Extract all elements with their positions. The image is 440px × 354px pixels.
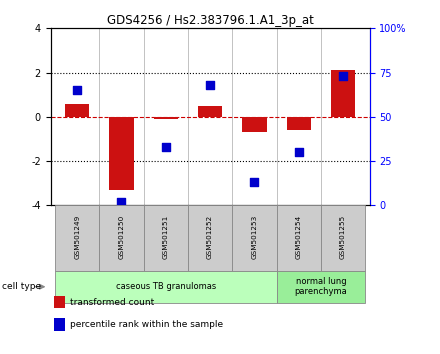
Bar — [54, 296, 65, 308]
Point — [295, 149, 302, 155]
Text: GSM501253: GSM501253 — [251, 215, 257, 259]
Point — [207, 82, 214, 88]
Text: GSM501252: GSM501252 — [207, 215, 213, 259]
Point — [340, 73, 347, 79]
Point — [73, 87, 81, 93]
Point — [118, 199, 125, 205]
FancyBboxPatch shape — [277, 271, 365, 303]
Bar — [198, 106, 222, 117]
Bar — [286, 117, 311, 130]
Text: normal lung
parenchyma: normal lung parenchyma — [294, 277, 347, 296]
Text: caseous TB granulomas: caseous TB granulomas — [116, 282, 216, 291]
Bar — [109, 117, 134, 190]
Text: GSM501254: GSM501254 — [296, 215, 302, 259]
Text: GSM501255: GSM501255 — [340, 215, 346, 259]
Bar — [65, 104, 89, 117]
Text: cell type: cell type — [2, 282, 41, 291]
Text: GSM501251: GSM501251 — [163, 215, 169, 259]
FancyBboxPatch shape — [99, 205, 143, 271]
Bar — [242, 117, 267, 132]
Bar — [331, 70, 355, 117]
FancyBboxPatch shape — [55, 271, 277, 303]
FancyBboxPatch shape — [55, 205, 99, 271]
FancyBboxPatch shape — [277, 205, 321, 271]
Text: GSM501249: GSM501249 — [74, 215, 80, 259]
Text: percentile rank within the sample: percentile rank within the sample — [70, 320, 223, 329]
Point — [162, 144, 169, 150]
FancyBboxPatch shape — [188, 205, 232, 271]
Text: transformed count: transformed count — [70, 298, 154, 307]
Title: GDS4256 / Hs2.383796.1.A1_3p_at: GDS4256 / Hs2.383796.1.A1_3p_at — [106, 14, 314, 27]
FancyBboxPatch shape — [321, 205, 365, 271]
FancyBboxPatch shape — [232, 205, 277, 271]
Text: GSM501250: GSM501250 — [118, 215, 125, 259]
Bar — [54, 318, 65, 331]
Bar — [154, 117, 178, 119]
Point — [251, 179, 258, 185]
FancyBboxPatch shape — [143, 205, 188, 271]
